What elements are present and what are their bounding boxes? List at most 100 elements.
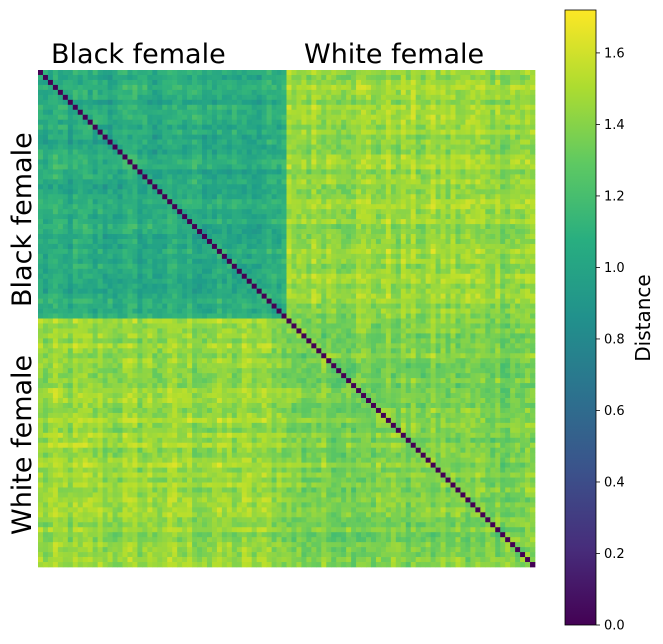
heatmap-cell [226,109,233,116]
heatmap-cell [296,194,302,200]
heatmap-cell [92,219,98,225]
heatmap-cell [137,283,143,290]
heatmap-cell [117,149,123,155]
heatmap-cell [450,154,456,160]
heatmap-cell [102,224,108,230]
heatmap-cell [430,219,436,225]
heatmap-cell [147,214,153,220]
heatmap-cell [515,204,521,210]
heatmap-cell [515,144,521,150]
heatmap-cell [410,179,417,185]
heatmap-cell [405,174,412,180]
heatmap-cell [226,308,233,314]
heatmap-cell [162,298,168,304]
heatmap-cell [520,164,526,170]
heatmap-cell [167,248,173,255]
heatmap-cell [97,154,103,160]
heatmap-cell [47,293,54,299]
heatmap-cell [450,134,456,140]
heatmap-cell [395,313,402,319]
heatmap-cell [445,114,451,121]
heatmap-cell [236,159,243,165]
heatmap-cell [77,283,84,290]
heatmap-cell [301,219,307,225]
heatmap-cell [331,253,337,260]
heatmap-cell [72,189,79,195]
heatmap-cell [202,124,208,130]
heatmap-cell [425,149,431,155]
heatmap-cell [465,238,471,245]
heatmap-cell [87,248,94,255]
heatmap-cell [157,154,163,160]
heatmap-cell [530,199,536,205]
heatmap-cell [77,89,84,96]
heatmap-cell [420,144,427,150]
heatmap-cell [38,199,44,205]
heatmap-cell [162,283,168,290]
heatmap-cell [187,199,193,205]
heatmap-cell [62,268,69,275]
heatmap-cell [495,104,501,111]
heatmap-cell [137,104,143,111]
heatmap-cell [480,159,486,165]
heatmap-cell [370,169,377,175]
heatmap-cell [515,248,521,255]
heatmap-cell [380,234,387,240]
heatmap-cell [62,258,69,265]
heatmap-cell [306,308,312,314]
heatmap-cell [266,298,272,304]
heatmap-cell [400,204,407,210]
heatmap-cell [132,70,138,76]
heatmap-cell [336,79,342,86]
heatmap-cell [286,129,292,135]
heatmap-cell [177,204,183,210]
heatmap-cell [400,119,407,126]
heatmap-cell [331,238,337,245]
heatmap-cell [395,70,402,76]
heatmap-cell [370,303,377,309]
heatmap-cell [77,179,84,185]
heatmap-cell [152,243,158,250]
heatmap-cell [460,164,466,170]
heatmap-cell [82,199,89,205]
heatmap-cell [67,109,74,116]
heatmap-cell [341,224,347,230]
heatmap-cell [515,253,521,260]
heatmap-cell [271,219,277,225]
heatmap-cell [117,253,123,260]
heatmap-cell [346,164,352,170]
heatmap-cell [331,248,337,255]
heatmap-cell [107,70,113,76]
heatmap-cell [77,74,84,81]
heatmap-cell [410,144,417,150]
heatmap-cell [291,199,297,205]
heatmap-cell [341,199,347,205]
heatmap-cell [231,238,238,245]
heatmap-cell [420,139,427,145]
heatmap-cell [510,273,516,280]
heatmap-cell [42,79,49,86]
heatmap-cell [251,209,258,215]
heatmap-cell [72,313,79,319]
heatmap-cell [520,169,526,175]
heatmap-cell [202,179,208,185]
heatmap-cell [291,174,297,180]
heatmap-cell [336,144,342,150]
heatmap-cell [92,79,98,86]
heatmap-cell [261,94,267,101]
heatmap-cell [341,238,347,245]
heatmap-cell [172,283,178,290]
heatmap-cell [42,154,49,160]
heatmap-cell [510,308,516,314]
heatmap-cell [147,273,153,280]
heatmap-cell [87,204,94,210]
heatmap-cell [445,268,451,275]
heatmap-cell [480,154,486,160]
heatmap-cell [132,104,138,111]
heatmap-cell [112,224,118,230]
heatmap-cell [465,109,471,116]
heatmap-cell [465,159,471,165]
heatmap-cell [42,194,49,200]
heatmap-cell [321,79,327,86]
heatmap-cell [62,194,69,200]
